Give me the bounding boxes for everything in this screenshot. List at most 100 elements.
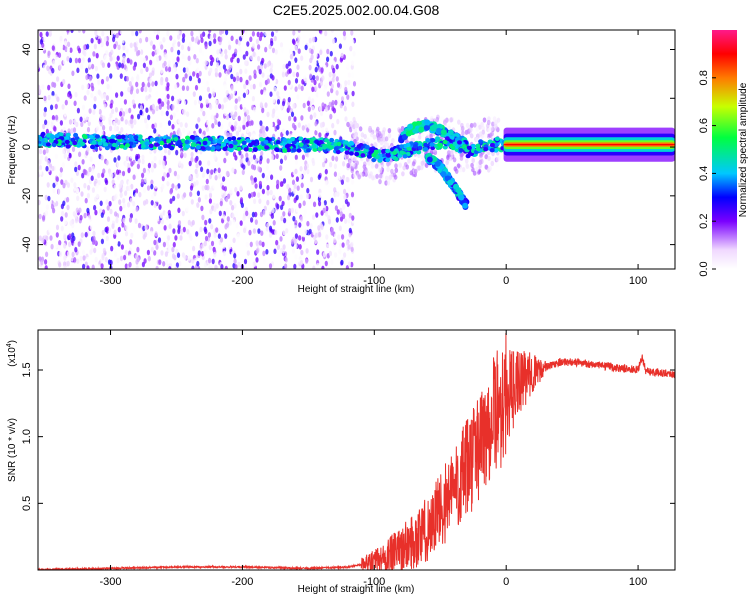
heatmap-cell: [252, 147, 258, 152]
heatmap-cell: [169, 189, 173, 195]
heatmap-cell: [86, 207, 90, 214]
heatmap-cell: [232, 237, 236, 244]
heatmap-cell: [150, 179, 154, 186]
heatmap-cell: [141, 158, 145, 165]
heatmap-cell: [162, 37, 166, 43]
heatmap-cell: [257, 192, 261, 198]
heatmap-cell: [213, 251, 217, 258]
heatmap-cell: [45, 204, 50, 210]
heatmap-cell: [209, 34, 213, 41]
heatmap-cell: [45, 251, 49, 258]
heatmap-cell: [61, 162, 65, 169]
heatmap-cell: [294, 57, 298, 63]
heatmap-cell: [344, 116, 348, 122]
heatmap-cell: [248, 229, 252, 236]
heatmap-cell: [219, 36, 223, 43]
heatmap-cell: [426, 156, 433, 163]
heatmap-cell: [324, 82, 329, 89]
heatmap-cell: [260, 150, 264, 157]
heatmap-cell: [350, 191, 355, 198]
heatmap-cell: [303, 208, 307, 215]
heatmap-cell: [50, 134, 56, 139]
heatmap-cell: [82, 134, 88, 140]
heatmap-cell: [202, 156, 206, 162]
heatmap-cell: [305, 90, 309, 96]
heatmap-cell: [350, 241, 354, 248]
heatmap-cell: [38, 159, 42, 165]
heatmap-cell: [294, 86, 298, 92]
heatmap-cell: [369, 146, 375, 152]
heatmap-cell: [205, 178, 209, 185]
heatmap-cell: [337, 234, 341, 240]
heatmap-cell: [196, 202, 200, 208]
heatmap-cell: [450, 150, 454, 156]
heatmap-cell: [212, 91, 216, 97]
heatmap-cell: [66, 56, 70, 62]
heatmap-cell: [225, 196, 229, 203]
heatmap-cell: [38, 169, 43, 176]
heatmap-cell: [151, 103, 155, 110]
heatmap-cell: [461, 130, 465, 136]
heatmap-cell: [385, 142, 390, 148]
heatmap-cell: [188, 75, 193, 82]
heatmap-cell: [153, 128, 157, 134]
heatmap-cell: [125, 76, 129, 82]
heatmap-cell: [343, 101, 347, 107]
heatmap-cell: [208, 30, 212, 34]
heatmap-cell: [201, 185, 205, 191]
heatmap-cell: [224, 265, 228, 269]
heatmap-cell: [386, 161, 390, 168]
heatmap-cell: [178, 95, 182, 101]
heatmap-cell: [179, 235, 183, 241]
heatmap-cell: [128, 81, 132, 87]
heatmap-cell: [51, 165, 55, 172]
heatmap-cell: [172, 228, 176, 234]
heatmap-cell: [330, 87, 334, 94]
heatmap-cell: [192, 245, 196, 252]
heatmap-cell: [162, 196, 166, 202]
heatmap-cell: [325, 127, 329, 134]
heatmap-cell: [287, 201, 291, 207]
heatmap-cell: [56, 96, 60, 102]
heatmap-cell: [185, 80, 189, 87]
heatmap-cell: [251, 179, 255, 185]
heatmap-cell: [77, 47, 82, 54]
heatmap-cell: [172, 112, 176, 118]
heatmap-cell: [249, 36, 253, 43]
heatmap-cell: [50, 122, 54, 128]
heatmap-cell: [86, 256, 90, 263]
heatmap-cell: [62, 59, 66, 65]
heatmap-cell: [308, 37, 312, 44]
heatmap-cell: [51, 90, 55, 97]
heatmap-cell: [158, 187, 162, 194]
heatmap-cell: [177, 207, 181, 214]
heatmap-cell: [222, 146, 228, 152]
heatmap-cell: [266, 199, 270, 206]
heatmap-cell: [263, 157, 267, 163]
heatmap-cell: [140, 86, 144, 93]
heatmap-cell: [335, 63, 339, 70]
heatmap-cell: [219, 200, 223, 207]
heatmap-cell: [311, 144, 317, 149]
heatmap-cell: [184, 73, 188, 79]
heatmap-cell: [47, 84, 51, 91]
snr-y-tick-label: 1.0: [21, 429, 33, 444]
heatmap-cell: [493, 142, 499, 147]
heatmap-cell: [375, 173, 379, 179]
heatmap-cell: [204, 43, 208, 50]
heatmap-cell: [204, 219, 208, 226]
heatmap-cell: [329, 137, 335, 143]
snr-y-tick-label: 0.5: [21, 496, 33, 511]
heatmap-cell: [294, 243, 298, 249]
heatmap-cell: [243, 83, 247, 90]
heatmap-cell: [223, 181, 227, 187]
heatmap-cell: [239, 220, 243, 226]
heatmap-cell: [227, 40, 232, 46]
heatmap-cell: [378, 179, 382, 185]
heatmap-cell: [452, 141, 458, 147]
heatmap-cell: [218, 210, 222, 217]
heatmap-cell: [382, 144, 386, 150]
heatmap-cell: [86, 217, 90, 224]
heatmap-cell: [159, 212, 163, 218]
heatmap-cell: [221, 170, 225, 176]
